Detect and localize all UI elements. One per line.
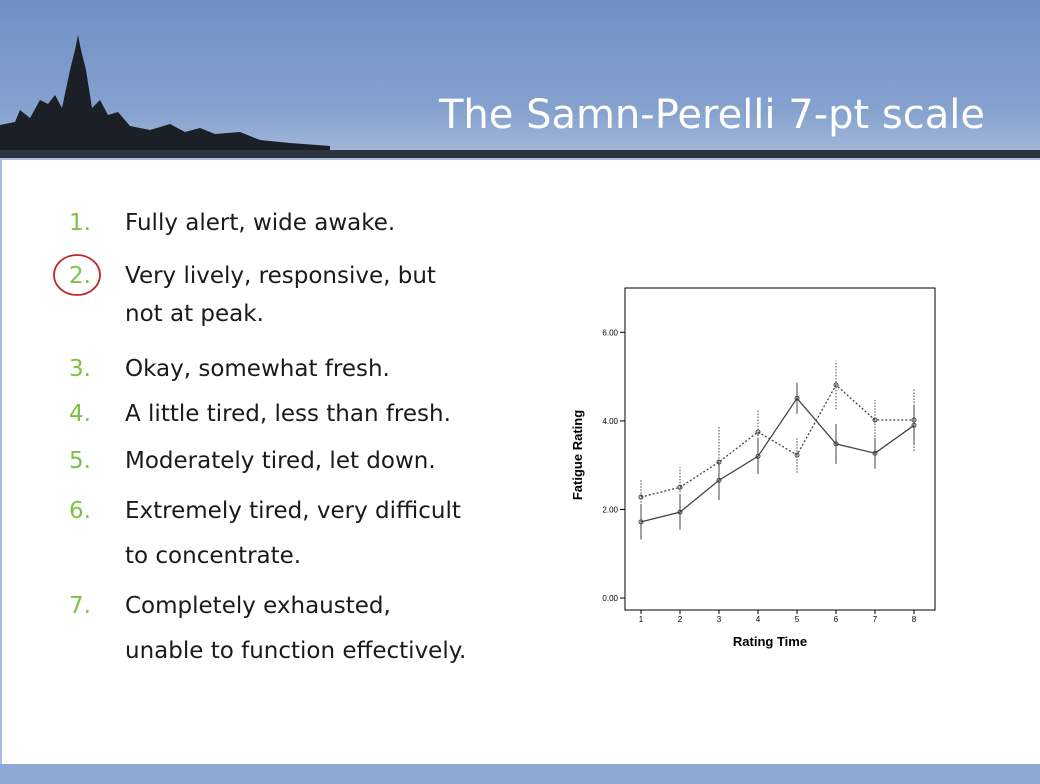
data-point [794,395,800,401]
list-text: not at peak. [125,301,264,327]
data-point [677,509,683,515]
data-point [872,417,878,423]
x-tick-label: 1 [639,615,644,624]
list-text: A little tired, less than fresh. [125,401,451,427]
y-axis-label: Fatigue Rating [570,410,585,500]
data-point [755,429,761,435]
left-border [0,158,2,764]
x-tick-label: 6 [834,615,839,624]
x-tick-label: 7 [873,615,878,624]
data-point [872,450,878,456]
list-text: Very lively, responsive, but [125,263,436,289]
x-tick-label: 5 [795,615,800,624]
x-tick-label: 8 [912,615,917,624]
data-point [716,459,722,465]
y-tick-label: 6.00 [602,328,618,337]
data-point [833,441,839,447]
series-line [640,397,915,523]
x-tick-label: 3 [717,615,722,624]
list-number: 1. [69,210,91,236]
list-number: 7. [69,593,91,619]
slide-title: The Samn-Perelli 7-pt scale [438,92,985,138]
data-point [911,417,917,423]
list-text: unable to function effectively. [125,638,466,664]
data-point [638,519,644,525]
list-text: Okay, somewhat fresh. [125,356,390,382]
list-text: Fully alert, wide awake. [125,210,395,236]
y-tick-label: 4.00 [602,417,618,426]
list-text: Extremely tired, very difficult [125,498,461,524]
list-number: 5. [69,448,91,474]
list-number: 2. [69,263,91,289]
skyline [0,35,330,150]
data-point [638,494,644,500]
x-tick-label: 2 [678,615,683,624]
y-tick-label: 0.00 [602,594,618,603]
list-text: to concentrate. [125,543,301,569]
x-axis-label: Rating Time [733,634,807,649]
data-point [833,382,839,388]
data-point [755,453,761,459]
header-rule [0,150,1040,158]
list-number: 4. [69,401,91,427]
list-number: 3. [69,356,91,382]
highlight-circle [53,254,101,296]
list-text: Moderately tired, let down. [125,448,436,474]
data-point [677,484,683,490]
plot-frame [624,287,936,611]
list-text: Completely exhausted, [125,593,391,619]
x-tick-label: 4 [756,615,761,624]
series-line [640,383,914,498]
y-tick-label: 2.00 [602,505,618,514]
list-number: 6. [69,498,91,524]
data-point [794,452,800,458]
footer-band [0,764,1040,784]
